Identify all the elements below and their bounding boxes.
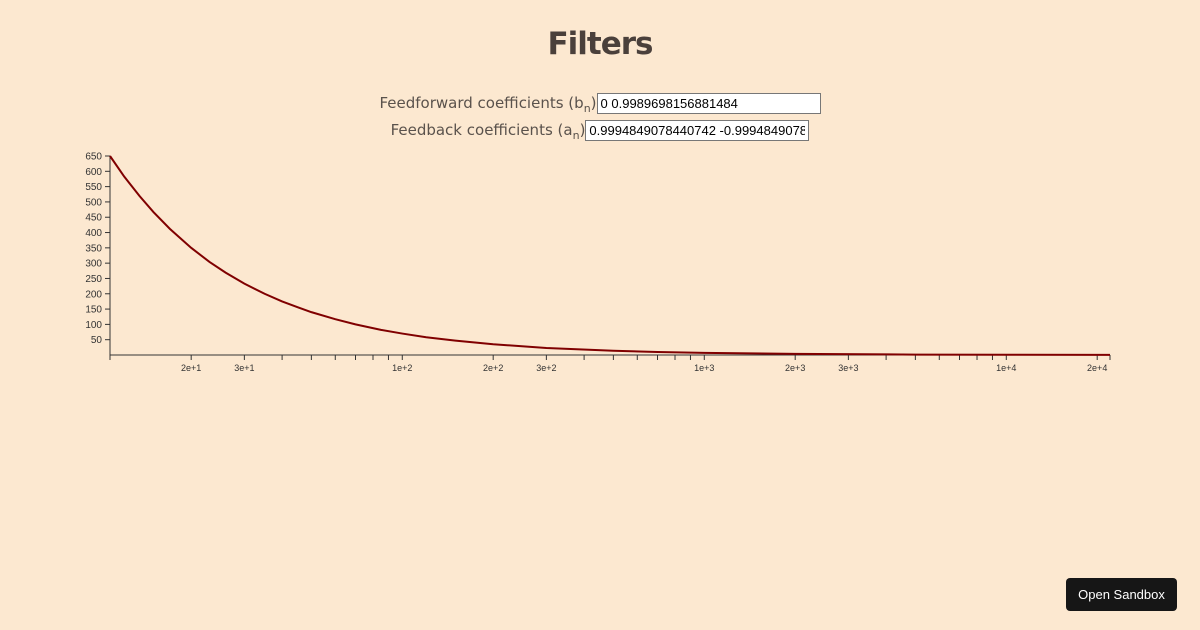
y-tick-label: 650 (85, 152, 102, 163)
label: Feedforward coefficients (b (379, 94, 584, 112)
feedback-row: Feedback coefficients (an) (0, 120, 1200, 142)
feedforward-row: Feedforward coefficients (bn) (0, 93, 1200, 115)
chart: 50 100 150 200 250 300 350 400 450 500 550 600 650 2e… (85, 152, 1111, 373)
y-tick-label: 200 (85, 289, 102, 300)
x-tick-label: 2e+3 (785, 363, 805, 373)
label: Feedback coefficients (a (390, 121, 573, 139)
y-tick-label: 50 (91, 335, 103, 346)
x-tick-label: 1e+3 (694, 363, 714, 373)
x-tick-label: 2e+2 (483, 363, 503, 373)
y-tick-label: 350 (85, 243, 102, 254)
page-title: Filters (547, 26, 653, 62)
open-sandbox-button[interactable]: Open Sandbox (1066, 578, 1177, 611)
x-tick-label: 1e+2 (392, 363, 412, 373)
y-tick-label: 450 (85, 213, 102, 224)
label-subscript: n (572, 129, 580, 142)
y-tick-label: 550 (85, 182, 102, 193)
y-tick-label: 600 (85, 167, 102, 178)
y-tick-label: 300 (85, 259, 102, 270)
y-tick-label: 150 (85, 305, 102, 316)
x-tick-label: 3e+2 (536, 363, 556, 373)
x-tick-label: 3e+1 (234, 363, 254, 373)
x-tick-label: 1e+4 (996, 363, 1016, 373)
y-tick-label: 100 (85, 320, 102, 331)
label: ) (590, 94, 597, 112)
y-tick-label: 400 (85, 228, 102, 239)
x-tick-label: 2e+1 (181, 363, 201, 373)
label: ) (579, 121, 586, 139)
coefficients-input[interactable] (596, 93, 821, 114)
coefficients-input[interactable] (585, 120, 810, 141)
response-curve (109, 155, 1111, 356)
x-tick-label: 3e+3 (838, 363, 858, 373)
label-subscript: n (583, 102, 591, 115)
x-tick-label: 2e+4 (1087, 363, 1107, 373)
y-tick-label: 250 (85, 274, 102, 285)
y-tick-label: 500 (85, 197, 102, 208)
